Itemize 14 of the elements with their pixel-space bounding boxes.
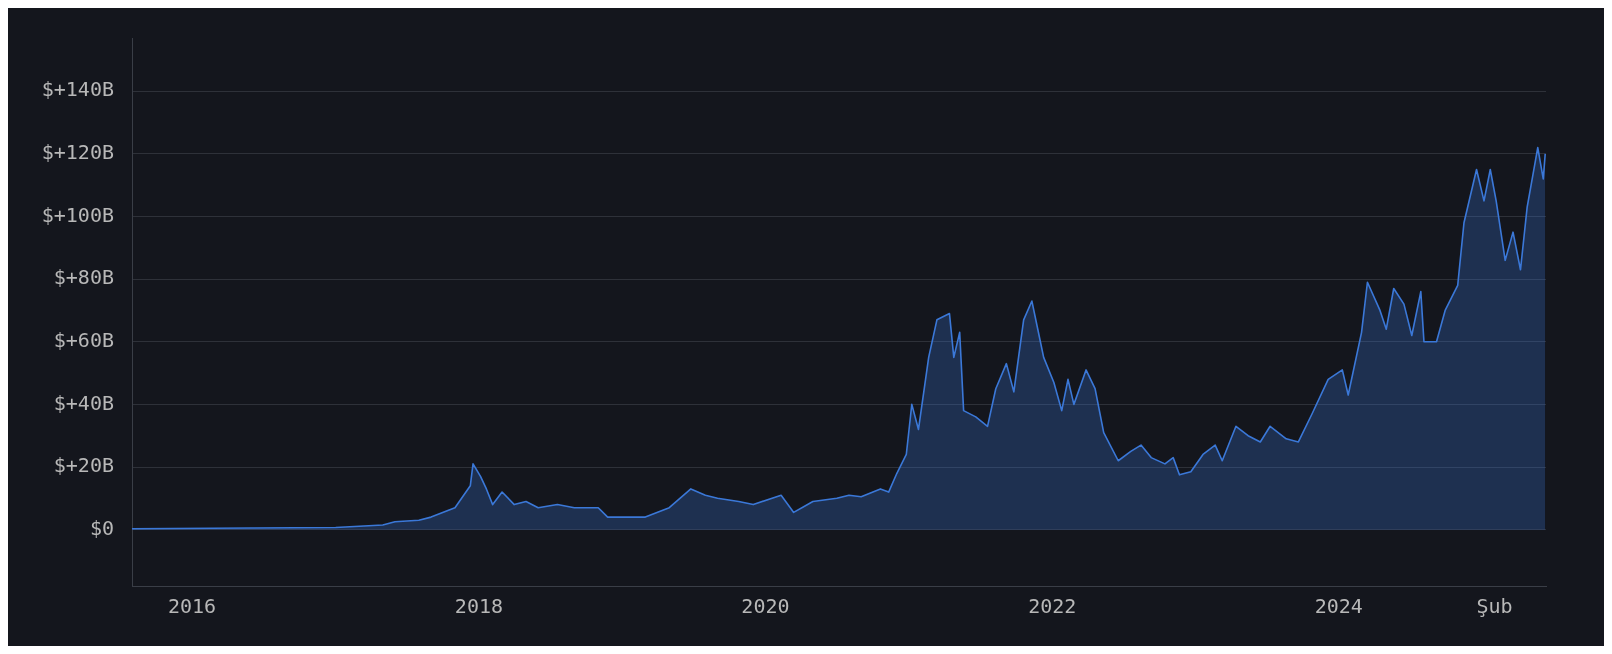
y-tick-label: $+140B <box>41 77 114 102</box>
y-tick-label: $+80B <box>53 265 114 290</box>
y-tick-label: $+20B <box>53 453 114 478</box>
y-tick-label: $0 <box>89 515 114 540</box>
x-tick-label: 2020 <box>741 594 790 619</box>
y-tick-label: $+100B <box>41 202 114 227</box>
y-tick-label: $+60B <box>53 327 114 352</box>
x-tick-label: 2024 <box>1314 594 1363 619</box>
x-tick-label: 2018 <box>454 594 504 619</box>
x-tick-label: 2016 <box>167 594 217 619</box>
y-tick-label: $+120B <box>41 140 114 165</box>
x-tick-label: 2022 <box>1028 594 1077 619</box>
x-tick-label: Şub <box>1476 594 1513 619</box>
y-tick-label: $+40B <box>53 390 114 415</box>
